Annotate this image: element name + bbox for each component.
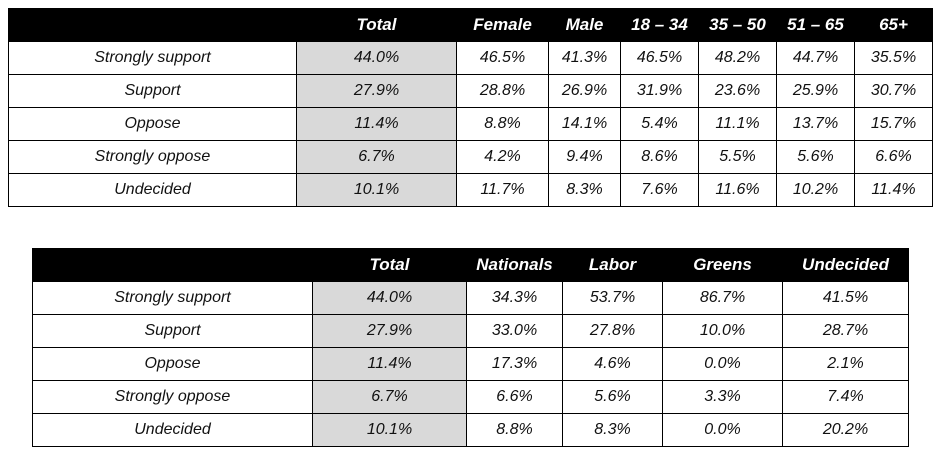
row-label: Strongly support	[8, 41, 297, 75]
cell: 53.7%	[562, 281, 663, 315]
cell: 7.6%	[620, 173, 699, 207]
cell: 27.8%	[562, 314, 663, 348]
header-row: Total Nationals Labor Greens Undecided	[32, 248, 909, 282]
cell: 46.5%	[620, 41, 699, 75]
header-cell: Total	[312, 248, 467, 282]
cell: 28.7%	[782, 314, 909, 348]
header-cell: Male	[548, 8, 621, 42]
row: Undecided 10.1% 11.7% 8.3% 7.6% 11.6% 10.2% 11.…	[8, 173, 933, 207]
cell: 44.0%	[312, 281, 467, 315]
cell: 8.3%	[562, 413, 663, 447]
cell: 11.4%	[312, 347, 467, 381]
row-label: Strongly support	[32, 281, 313, 315]
cell: 7.4%	[782, 380, 909, 414]
row: Oppose 11.4% 17.3% 4.6% 0.0% 2.1%	[32, 347, 909, 381]
cell: 6.6%	[466, 380, 563, 414]
cell: 14.1%	[548, 107, 621, 141]
cell: 31.9%	[620, 74, 699, 108]
cell: 8.8%	[456, 107, 549, 141]
row: Strongly support 44.0% 34.3% 53.7% 86.7% 41.5…	[32, 281, 909, 315]
cell: 25.9%	[776, 74, 855, 108]
cell: 0.0%	[662, 413, 783, 447]
cell: 5.4%	[620, 107, 699, 141]
cell: 10.1%	[296, 173, 457, 207]
cell: 17.3%	[466, 347, 563, 381]
cell: 41.5%	[782, 281, 909, 315]
cell: 46.5%	[456, 41, 549, 75]
row-label: Support	[32, 314, 313, 348]
header-row: Total Female Male 18 – 34 35 – 50 51 – 65 65+	[8, 8, 933, 42]
cell: 0.0%	[662, 347, 783, 381]
row: Support 27.9% 33.0% 27.8% 10.0% 28.7%	[32, 314, 909, 348]
cell: 23.6%	[698, 74, 777, 108]
cell: 44.0%	[296, 41, 457, 75]
cell: 8.3%	[548, 173, 621, 207]
cell: 30.7%	[854, 74, 933, 108]
cell: 11.4%	[854, 173, 933, 207]
cell: 8.8%	[466, 413, 563, 447]
cell: 2.1%	[782, 347, 909, 381]
cell: 41.3%	[548, 41, 621, 75]
cell: 4.2%	[456, 140, 549, 174]
cell: 5.6%	[562, 380, 663, 414]
header-cell: 65+	[854, 8, 933, 42]
cell: 15.7%	[854, 107, 933, 141]
cell: 8.6%	[620, 140, 699, 174]
cell: 44.7%	[776, 41, 855, 75]
header-cell: 18 – 34	[620, 8, 699, 42]
header-cell: 51 – 65	[776, 8, 855, 42]
header-cell	[32, 248, 313, 282]
cell: 6.6%	[854, 140, 933, 174]
cell: 27.9%	[296, 74, 457, 108]
row-label: Support	[8, 74, 297, 108]
row: Undecided 10.1% 8.8% 8.3% 0.0% 20.2%	[32, 413, 909, 447]
cell: 11.4%	[296, 107, 457, 141]
cell: 13.7%	[776, 107, 855, 141]
header-cell: Labor	[562, 248, 663, 282]
cell: 9.4%	[548, 140, 621, 174]
cell: 10.0%	[662, 314, 783, 348]
cell: 10.1%	[312, 413, 467, 447]
header-cell	[8, 8, 297, 42]
cell: 11.7%	[456, 173, 549, 207]
cell: 4.6%	[562, 347, 663, 381]
cell: 5.6%	[776, 140, 855, 174]
table-by-party: Total Nationals Labor Greens Undecided Strong…	[32, 248, 909, 447]
header-cell: Total	[296, 8, 457, 42]
row: Strongly support 44.0% 46.5% 41.3% 46.5% 48.2…	[8, 41, 933, 75]
header-cell: 35 – 50	[698, 8, 777, 42]
row-label: Undecided	[32, 413, 313, 447]
cell: 20.2%	[782, 413, 909, 447]
cell: 27.9%	[312, 314, 467, 348]
row-label: Strongly oppose	[8, 140, 297, 174]
cell: 33.0%	[466, 314, 563, 348]
cell: 28.8%	[456, 74, 549, 108]
row-label: Strongly oppose	[32, 380, 313, 414]
table-by-demographic: Total Female Male 18 – 34 35 – 50 51 – 65 65+ S…	[8, 8, 933, 207]
cell: 5.5%	[698, 140, 777, 174]
row: Strongly oppose 6.7% 6.6% 5.6% 3.3% 7.4%	[32, 380, 909, 414]
header-cell: Undecided	[782, 248, 909, 282]
cell: 11.6%	[698, 173, 777, 207]
cell: 11.1%	[698, 107, 777, 141]
cell: 6.7%	[312, 380, 467, 414]
cell: 26.9%	[548, 74, 621, 108]
cell: 3.3%	[662, 380, 783, 414]
header-cell: Female	[456, 8, 549, 42]
row: Oppose 11.4% 8.8% 14.1% 5.4% 11.1% 13.7% 15.7%	[8, 107, 933, 141]
row-label: Undecided	[8, 173, 297, 207]
cell: 6.7%	[296, 140, 457, 174]
cell: 48.2%	[698, 41, 777, 75]
cell: 35.5%	[854, 41, 933, 75]
row-label: Oppose	[32, 347, 313, 381]
header-cell: Nationals	[466, 248, 563, 282]
row: Support 27.9% 28.8% 26.9% 31.9% 23.6% 25.9% 30.…	[8, 74, 933, 108]
cell: 86.7%	[662, 281, 783, 315]
row: Strongly oppose 6.7% 4.2% 9.4% 8.6% 5.5% 5.6% 6…	[8, 140, 933, 174]
cell: 34.3%	[466, 281, 563, 315]
row-label: Oppose	[8, 107, 297, 141]
header-cell: Greens	[662, 248, 783, 282]
cell: 10.2%	[776, 173, 855, 207]
